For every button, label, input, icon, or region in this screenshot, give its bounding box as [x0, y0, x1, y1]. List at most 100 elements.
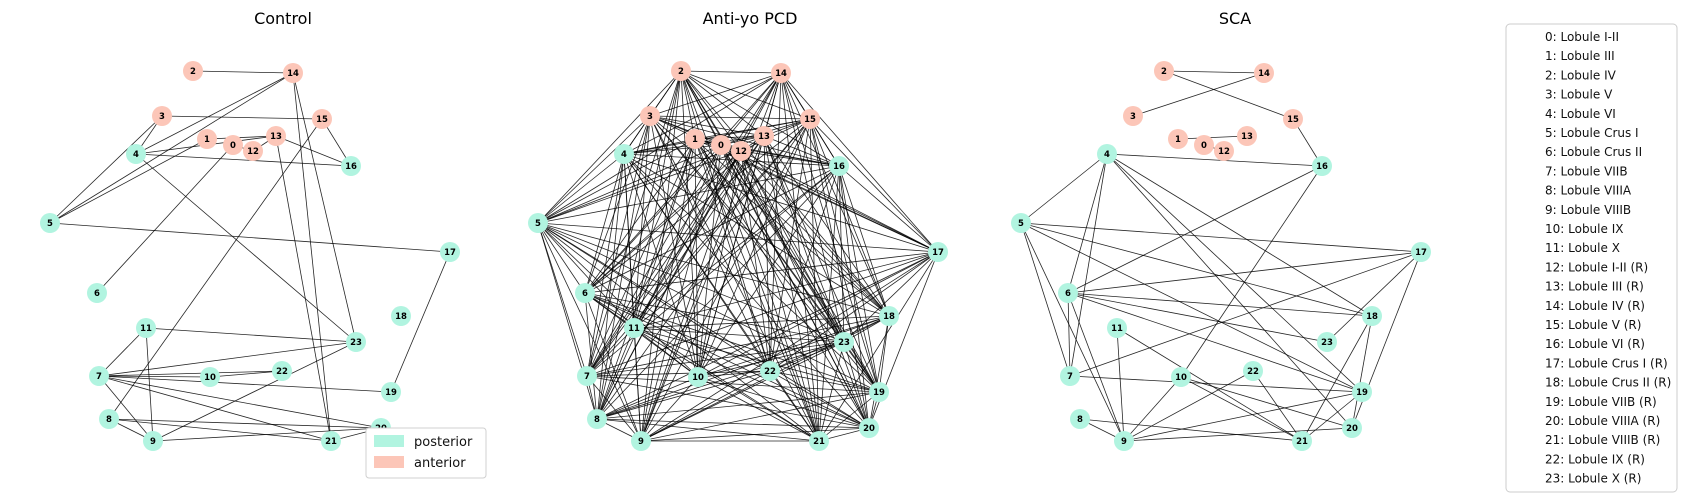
node-label-13: 13	[1241, 132, 1253, 142]
node-13	[1237, 126, 1257, 146]
node-3	[152, 106, 172, 126]
edge	[623, 153, 880, 393]
edge	[838, 165, 880, 393]
edge	[623, 153, 939, 253]
node-2	[1154, 61, 1174, 81]
edge	[584, 72, 782, 294]
node-label-8: 8	[106, 415, 112, 425]
edge	[640, 251, 939, 442]
node-6	[87, 283, 107, 303]
edge	[49, 222, 451, 253]
edge	[537, 222, 586, 294]
edge	[697, 370, 771, 378]
edge	[633, 327, 880, 393]
edge	[763, 135, 890, 317]
edge	[809, 118, 820, 442]
edge	[1079, 418, 1303, 442]
edge	[763, 135, 771, 372]
lobule-key-item: 4: Lobule VI	[1545, 107, 1616, 121]
edge-group	[537, 70, 939, 442]
edge	[145, 327, 357, 343]
edge	[586, 327, 635, 377]
edge	[740, 118, 811, 152]
node-label-17: 17	[932, 248, 944, 258]
edge	[623, 153, 699, 378]
edge	[1123, 427, 1353, 442]
edge	[586, 115, 651, 377]
edge	[740, 150, 939, 253]
node-13	[754, 126, 774, 146]
edge	[1326, 251, 1422, 343]
edge	[596, 327, 635, 420]
edge	[780, 72, 890, 317]
node-19	[381, 382, 401, 402]
edge	[680, 70, 782, 74]
posterior-swatch	[374, 435, 404, 447]
node-label-18: 18	[395, 312, 407, 322]
node-18	[879, 306, 899, 326]
edge	[649, 72, 782, 117]
edge	[1106, 153, 1323, 167]
edge	[49, 138, 208, 224]
edge	[649, 115, 890, 317]
edge	[49, 115, 163, 224]
edge	[640, 135, 765, 442]
node-13	[266, 126, 286, 146]
lobule-key-item: 16: Lobule VI (R)	[1545, 337, 1645, 351]
edge	[780, 72, 820, 442]
node-label-21: 21	[813, 437, 825, 447]
edge	[1106, 153, 1353, 429]
node-14	[1254, 63, 1274, 83]
node-label-16: 16	[1316, 162, 1328, 172]
node-label-4: 4	[1104, 150, 1110, 160]
edge	[640, 391, 880, 442]
lobule-key-item: 8: Lobule VIIIA	[1545, 184, 1632, 198]
edge	[868, 315, 890, 429]
edge	[584, 292, 598, 420]
edge	[537, 222, 588, 377]
node-label-23: 23	[838, 338, 850, 348]
node-2	[183, 61, 203, 81]
edge	[390, 251, 451, 393]
node-label-15: 15	[804, 115, 816, 125]
edge	[809, 118, 939, 253]
node-23	[834, 332, 854, 352]
node-label-18: 18	[1366, 312, 1378, 322]
edge	[584, 115, 651, 294]
edge	[98, 375, 332, 442]
edge	[1123, 376, 1182, 442]
node-label-18: 18	[883, 312, 895, 322]
edge	[769, 370, 870, 429]
lobule-key-item: 9: Lobule VIIIB	[1545, 203, 1631, 217]
edge	[740, 150, 771, 372]
node-16	[341, 156, 361, 176]
edge	[586, 138, 696, 377]
node-5	[40, 213, 60, 233]
network-panel-1: Control012345678910111213141516171819202…	[40, 9, 460, 451]
node-label-9: 9	[1121, 437, 1127, 447]
edge	[108, 118, 323, 420]
edge	[640, 144, 722, 442]
edge	[1067, 153, 1108, 294]
edge	[809, 118, 890, 317]
edge	[697, 251, 939, 378]
node-3	[640, 106, 660, 126]
edge	[843, 341, 870, 429]
edge	[1067, 251, 1422, 294]
node-9	[143, 431, 163, 451]
edge	[633, 327, 820, 442]
edge	[769, 72, 782, 372]
edge	[1106, 153, 1363, 393]
node-label-2: 2	[678, 67, 684, 77]
edge	[1180, 376, 1353, 429]
edge	[596, 118, 811, 420]
edge	[586, 315, 890, 377]
node-3	[1123, 106, 1143, 126]
node-6	[1058, 283, 1078, 303]
node-2	[671, 61, 691, 81]
edge	[740, 150, 870, 429]
edge	[586, 72, 782, 377]
node-18	[1362, 306, 1382, 326]
edge	[1069, 251, 1422, 377]
node-label-5: 5	[47, 219, 53, 229]
